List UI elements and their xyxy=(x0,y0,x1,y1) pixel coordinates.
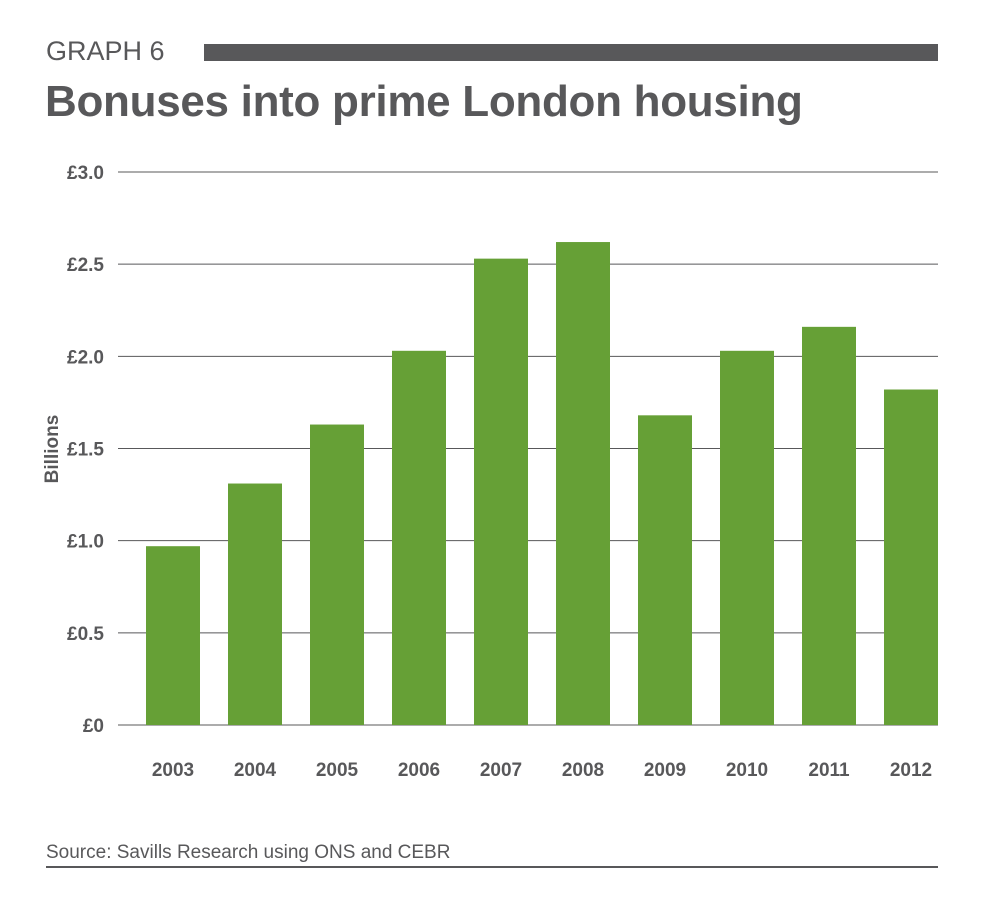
bar-2006 xyxy=(392,350,446,725)
graph-number: GRAPH 6 xyxy=(46,36,165,66)
bar-2004 xyxy=(228,483,282,725)
bar-2005 xyxy=(310,424,364,725)
bar-2007 xyxy=(474,258,528,725)
y-tick-label: £2.0 xyxy=(67,347,104,368)
y-tick-label: £1.0 xyxy=(67,532,104,553)
chart-title: Bonuses into prime London housing xyxy=(45,77,803,126)
bar-2010 xyxy=(720,350,774,725)
bar-2012 xyxy=(884,389,938,725)
y-axis-label: Billions xyxy=(42,415,63,484)
bar-2008 xyxy=(556,242,610,725)
x-tick-label: 2006 xyxy=(398,760,440,781)
x-tick-label: 2003 xyxy=(152,760,194,781)
bar-2011 xyxy=(802,326,856,725)
bar-2003 xyxy=(146,546,200,725)
x-tick-label: 2010 xyxy=(726,760,768,781)
x-tick-label: 2011 xyxy=(808,760,850,781)
y-tick-label: £0 xyxy=(83,716,104,737)
x-tick-label: 2008 xyxy=(562,760,604,781)
x-tick-label: 2009 xyxy=(644,760,686,781)
header-rule xyxy=(204,44,938,61)
y-tick-label: £1.5 xyxy=(67,440,104,461)
x-tick-label: 2005 xyxy=(316,760,359,781)
y-tick-label: £0.5 xyxy=(67,624,104,645)
footer-rule xyxy=(46,866,938,868)
x-tick-label: 2012 xyxy=(890,760,932,781)
source-note: Source: Savills Research using ONS and C… xyxy=(46,842,451,863)
x-tick-label: 2007 xyxy=(480,760,522,781)
y-tick-label: £2.5 xyxy=(67,255,104,276)
x-tick-label: 2004 xyxy=(234,760,277,781)
bar-2009 xyxy=(638,415,692,725)
y-tick-label: £3.0 xyxy=(67,163,104,184)
